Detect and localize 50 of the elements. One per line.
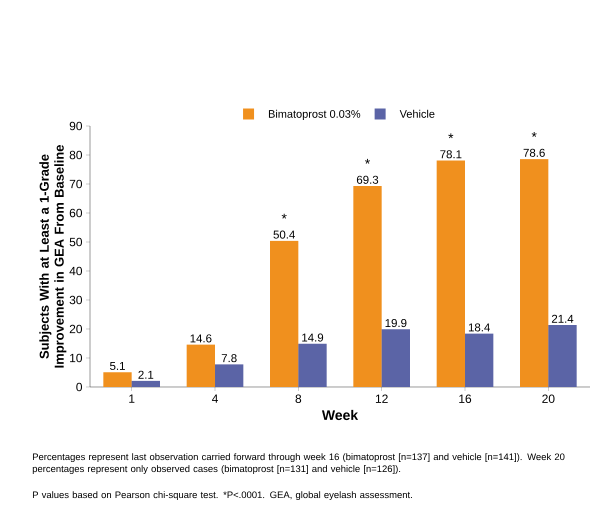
bar — [270, 240, 298, 387]
bar — [520, 159, 548, 387]
data-label: 14.6 — [190, 334, 212, 342]
y-tick-label: 20 — [70, 324, 82, 334]
y-tick-label: 0 — [76, 382, 82, 392]
y-axis-title: Subjects With at Least a 1-Grade Improvement in GEA From Baseline — [39, 145, 66, 368]
bar — [436, 160, 466, 387]
bar — [132, 380, 160, 387]
bar — [382, 329, 410, 387]
bar — [186, 344, 216, 387]
x-tick-label: 8 — [296, 394, 302, 403]
y-tick-label: 60 — [70, 208, 82, 218]
data-label: 14.9 — [302, 333, 324, 342]
y-tick-label: 40 — [69, 266, 82, 276]
data-label: 78.6 — [524, 148, 545, 157]
y-tick-label: 50 — [70, 238, 82, 246]
data-label: 2.1 — [138, 370, 154, 379]
bar — [548, 324, 577, 387]
data-label: 18.4 — [468, 323, 490, 332]
bar — [465, 334, 494, 387]
bar — [215, 364, 244, 387]
x-tick-label: 12 — [376, 394, 388, 403]
annotation: * — [532, 132, 537, 137]
data-label: 5.1 — [110, 362, 125, 370]
legend-label: Bimatoprost 0.03% — [268, 110, 360, 120]
x-tick-label: 20 — [542, 394, 555, 403]
annotation: * — [282, 214, 287, 219]
x-tick-label: 1 — [129, 394, 134, 403]
x-axis-title: Week — [322, 410, 358, 420]
data-label: 78.1 — [440, 150, 462, 158]
x-tick-label: 4 — [212, 394, 218, 403]
text: P values based on Pearson chi-square test. *P<.0001. GEA, global eyelash assessment. — [32, 491, 412, 500]
annotation: * — [365, 158, 370, 164]
x-tick-label: 16 — [459, 394, 472, 403]
y-tick-label: 70 — [70, 180, 82, 188]
y-tick-label: 90 — [70, 122, 82, 130]
data-label: 7.8 — [222, 354, 237, 362]
bar — [298, 344, 327, 387]
y-tick-label: 30 — [70, 296, 82, 304]
annotation: * — [448, 133, 454, 138]
data-label: 21.4 — [552, 314, 574, 323]
legend-label: Vehicle — [400, 110, 434, 118]
y-tick-label: 80 — [70, 150, 82, 160]
data-label: 69.3 — [356, 176, 378, 184]
data-label: 50.4 — [273, 230, 295, 239]
data-label: 19.9 — [386, 318, 406, 328]
bar — [353, 186, 382, 387]
bar — [103, 372, 132, 387]
y-tick-label: 10 — [70, 354, 82, 362]
text: Percentages represent last observation carried forward through week 16 (bimatoprost [n=137] and vehicle [n=141]). Week 20 percentages represent only observed cases (bimatoprost [n=131] and vehicle [n=126]). — [32, 453, 565, 474]
